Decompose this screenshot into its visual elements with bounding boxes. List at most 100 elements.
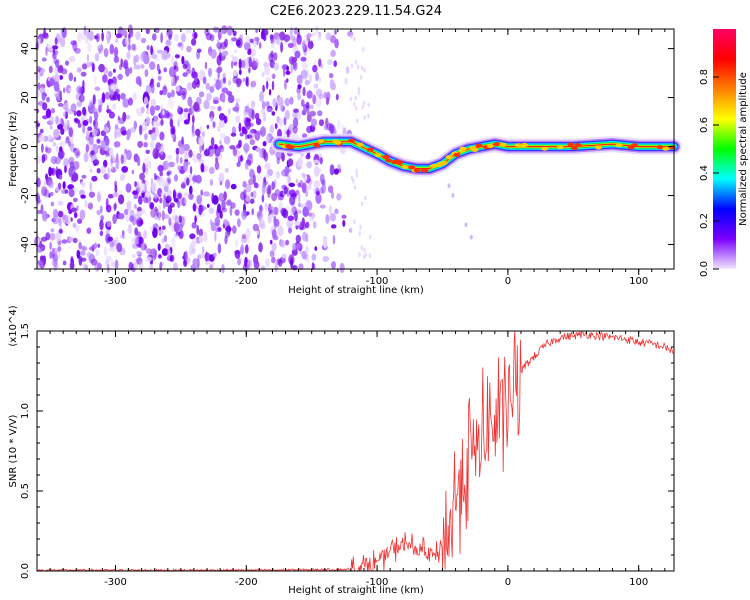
spectrogram-noise-cell <box>225 179 231 190</box>
spectrogram-noise-cell <box>183 154 190 160</box>
spectrogram-noise-cell <box>217 243 222 254</box>
spectrogram-noise-cell <box>363 100 366 106</box>
spectrogram-noise-cell <box>221 50 226 57</box>
spectrogram-noise-cell <box>217 125 221 133</box>
colorbar-ticks: 0.0 0.2 0.4 0.6 0.8 <box>699 69 719 277</box>
spectrogram-noise-cell <box>208 67 212 77</box>
spectrogram-noise-cell <box>265 101 270 108</box>
spectrogram-noise-cell <box>168 161 175 168</box>
spectrogram-noise-cell <box>184 150 188 156</box>
spectrogram-noise-cell <box>181 136 184 145</box>
spectrogram-noise-cell <box>186 82 193 91</box>
spectrogram-noise-cell <box>296 74 303 85</box>
spectrogram-noise-cell <box>174 54 180 59</box>
spectrogram-noise-cell <box>107 168 111 180</box>
spectrogram-noise-cell <box>143 142 148 148</box>
spectrogram-noise-cell <box>40 204 44 215</box>
spectrogram-noise-cell <box>271 111 276 116</box>
spectrogram-noise-cell <box>83 152 89 163</box>
spectrogram-noise-cell <box>285 239 290 246</box>
spectrogram-noise-cell <box>42 210 48 222</box>
spectrogram-noise-cell <box>284 79 287 90</box>
colorbar-tick-label: 0.0 <box>699 261 710 277</box>
spectrogram-noise-cell <box>158 204 161 212</box>
spectrogram-noise-cell <box>246 154 254 165</box>
spectrogram-noise-cell <box>97 243 101 248</box>
spectrogram-noise-cell <box>117 119 120 125</box>
spectrogram-noise-cell <box>175 147 180 155</box>
spectrogram-trace-blob <box>390 160 398 164</box>
spectrogram-noise-cell <box>227 94 235 104</box>
snr-y-ticks: 0.0 0.5 1.0 1.5 <box>20 323 674 579</box>
spectrogram-noise-cell <box>150 132 157 141</box>
spectrogram-noise-cell <box>161 50 169 61</box>
spectrogram-noise-cell <box>192 203 197 212</box>
spectrogram-noise-cell <box>364 195 367 201</box>
spectrogram-noise-cell <box>263 62 270 68</box>
spectrogram-noise-cell <box>250 129 257 134</box>
spectrogram-noise-cell <box>109 82 117 89</box>
spectrogram-noise-cell <box>223 219 229 226</box>
spectrogram-noise-cell <box>96 138 101 144</box>
spectrogram-noise-cell <box>196 50 201 60</box>
spectrogram-noise-cell <box>177 165 182 171</box>
spectrogram-noise-cell <box>283 34 291 42</box>
spectrogram-noise-cell <box>288 227 292 234</box>
spectrogram-trace-blob <box>408 165 416 170</box>
spectrogram-noise-cell <box>289 96 294 105</box>
spectrogram-noise-cell <box>80 194 86 199</box>
spectrogram-noise-cell <box>154 121 162 127</box>
spectrogram-noise-cell <box>235 239 239 248</box>
spectrogram-y-tick-label: -20 <box>20 187 31 203</box>
colorbar-tick-label: 0.4 <box>699 165 710 181</box>
colorbar-tick-label: 0.6 <box>699 117 710 133</box>
spectrogram-noise-cell <box>327 59 333 65</box>
snr-x-ticks: -300 -200 -100 0 100 <box>49 331 666 588</box>
spectrogram-noise-cell <box>245 244 249 254</box>
spectrogram-noise-cell <box>286 78 289 83</box>
spectrogram-noise-cell <box>265 258 270 268</box>
spectrogram-trace-blob <box>656 145 664 150</box>
spectrogram-noise-cell <box>245 193 252 203</box>
spectrogram-noise-cell <box>171 209 176 214</box>
spectrogram-noise-cell <box>218 113 226 121</box>
spectrogram-noise-cell <box>219 172 225 178</box>
spectrogram-noise-cell <box>256 210 264 220</box>
spectrogram-noise-cell <box>97 98 102 107</box>
spectrogram-noise-cell <box>358 231 361 236</box>
spectrogram-noise-cell <box>262 111 267 122</box>
spectrogram-noise-cell <box>58 182 62 190</box>
spectrogram-noise-cell <box>125 213 130 223</box>
spectrogram-noise-cell <box>196 152 202 160</box>
spectrogram-noise-cell <box>235 39 241 47</box>
spectrogram-noise-cell <box>255 28 258 33</box>
spectrogram-noise-cell <box>369 234 372 240</box>
spectrogram-noise-cell <box>49 116 55 124</box>
spectrogram-noise-cell <box>293 108 299 113</box>
spectrogram-noise-cell <box>214 161 220 171</box>
spectrogram-noise-cell <box>242 181 247 188</box>
spectrogram-noise-cell <box>311 262 315 271</box>
spectrogram-noise-cell <box>89 115 93 124</box>
spectrogram-noise-cell <box>363 67 366 73</box>
spectrogram-noise-cell <box>152 126 156 134</box>
spectrogram-noise-cell <box>91 62 95 73</box>
spectrogram-trace-blob <box>567 142 575 147</box>
spectrogram-noise-cell <box>323 237 328 249</box>
spectrogram-noise-cell <box>211 192 215 204</box>
spectrogram-noise-cell <box>273 62 280 71</box>
spectrogram-noise-cell <box>333 168 339 175</box>
spectrogram-noise-cell <box>86 129 90 140</box>
spectrogram-noise-cell <box>349 96 353 102</box>
spectrogram-noise-cell <box>464 222 468 228</box>
spectrogram-noise-cell <box>291 265 298 271</box>
spectrogram-noise-cell <box>108 148 114 155</box>
spectrogram-noise-cell <box>94 129 98 134</box>
snr-frame <box>36 330 675 572</box>
spectrogram-noise-cell <box>219 132 226 140</box>
spectrogram-noise-cell <box>109 245 115 252</box>
spectrogram-noise-cell <box>108 111 115 119</box>
spectrogram-noise-cell <box>188 193 194 200</box>
spectrogram-noise-cell <box>59 90 62 98</box>
spectrogram-noise-cell <box>272 98 277 108</box>
